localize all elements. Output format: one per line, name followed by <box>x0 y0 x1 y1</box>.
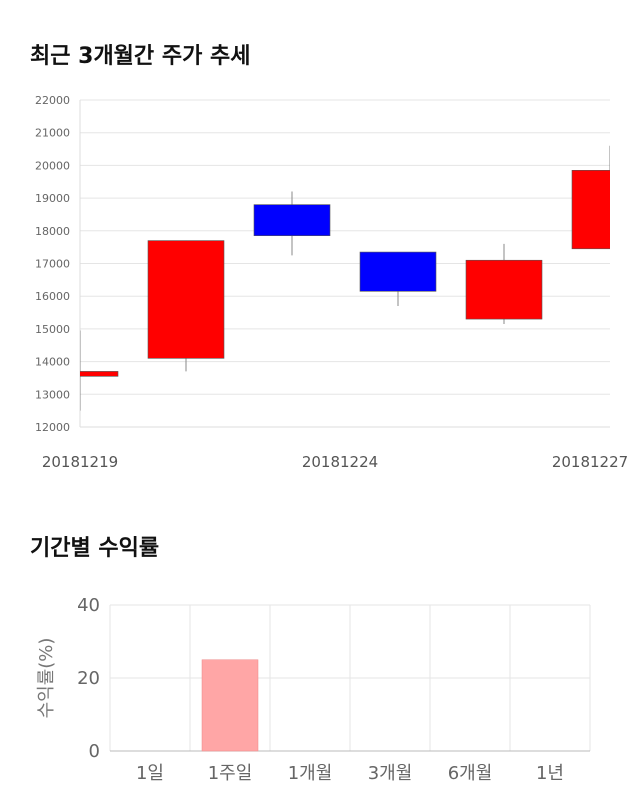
returns-chart-title: 기간별 수익률 <box>30 536 160 561</box>
returns-bar-chart: 0 20 40 1일 1주일 1개월 3개월 6개월 1년 수익률(%) <box>36 595 591 784</box>
candle-body <box>465 259 543 320</box>
x-tick-label: 1일 <box>136 763 164 784</box>
candle-body <box>253 204 331 237</box>
x-tick-label: 6개월 <box>448 763 493 784</box>
y-tick-label: 20000 <box>35 159 70 172</box>
y-tick-label: 12000 <box>35 421 70 434</box>
x-tick-label: 1년 <box>536 763 564 784</box>
candles-group <box>80 145 610 411</box>
candle-chart-title: 최근 3개월간 주가 추세 <box>30 44 251 69</box>
y-tick-label: 21000 <box>35 127 70 140</box>
y-tick-label: 15000 <box>35 323 70 336</box>
x-tick-label: 20181227 <box>552 453 628 471</box>
y-tick-label: 16000 <box>35 290 70 303</box>
y-tick-label: 40 <box>77 595 100 616</box>
candlestick-chart: 12000 13000 14000 15000 16000 17000 18000 19000… <box>35 94 628 471</box>
candle-body <box>147 240 225 359</box>
y-tick-label: 13000 <box>35 388 70 401</box>
y-tick-label: 22000 <box>35 94 70 107</box>
x-tick-label: 20181219 <box>42 453 118 471</box>
y-axis-title: 수익률(%) <box>36 638 57 719</box>
candle-body <box>571 170 610 250</box>
x-tick-label: 3개월 <box>368 763 413 784</box>
y-tick-label: 19000 <box>35 192 70 205</box>
y-tick-label: 0 <box>89 741 100 762</box>
return-bar <box>201 659 259 752</box>
candle-body <box>359 251 437 292</box>
x-tick-label: 20181224 <box>302 453 378 471</box>
y-tick-label: 14000 <box>35 356 70 369</box>
x-tick-label: 1주일 <box>208 763 253 784</box>
candle-body <box>80 371 119 377</box>
y-tick-label: 20 <box>77 668 100 689</box>
y-tick-label: 17000 <box>35 258 70 271</box>
x-tick-label: 1개월 <box>288 763 333 784</box>
y-tick-label: 18000 <box>35 225 70 238</box>
